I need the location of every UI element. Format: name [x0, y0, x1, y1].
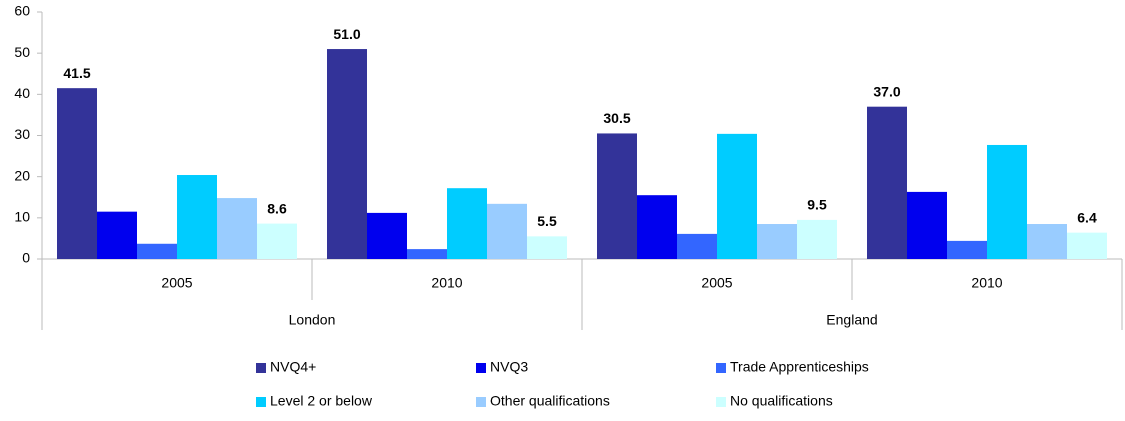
bar: [637, 195, 677, 259]
bar: [367, 212, 407, 259]
bar: [527, 236, 567, 259]
value-label: 5.5: [537, 213, 557, 229]
y-tick-label: 50: [14, 44, 30, 60]
bar: [597, 133, 637, 259]
legend-label: Trade Apprenticeships: [730, 359, 869, 375]
bar: [947, 240, 987, 259]
legend-swatch: [476, 397, 486, 407]
bar: [447, 188, 487, 259]
group-label: London: [289, 312, 336, 328]
value-label: 6.4: [1077, 209, 1097, 225]
bar: [1067, 232, 1107, 259]
value-label: 41.5: [63, 65, 90, 81]
legend-label: No qualifications: [730, 393, 833, 409]
legend-swatch: [476, 363, 486, 373]
bar: [177, 175, 217, 259]
y-tick-label: 20: [14, 167, 30, 183]
bar: [717, 133, 757, 259]
value-label: 9.5: [807, 197, 827, 213]
value-label: 30.5: [603, 110, 630, 126]
bar: [757, 224, 797, 259]
bar: [487, 203, 527, 259]
legend-swatch: [716, 363, 726, 373]
x-tick-label: 2010: [431, 275, 462, 291]
bar: [1027, 224, 1067, 259]
x-tick-label: 2005: [161, 275, 192, 291]
legend-label: Other qualifications: [490, 393, 610, 409]
value-label: 37.0: [873, 83, 900, 99]
bar: [217, 198, 257, 259]
bar: [407, 249, 447, 259]
bar: [797, 219, 837, 259]
bar: [257, 223, 297, 259]
value-label: 51.0: [333, 26, 360, 42]
bar: [677, 233, 717, 259]
bar: [907, 191, 947, 259]
bar: [97, 211, 137, 259]
y-tick-label: 40: [14, 85, 30, 101]
legend-label: NVQ4+: [270, 359, 316, 375]
legend-label: Level 2 or below: [270, 393, 373, 409]
x-tick-label: 2010: [971, 275, 1002, 291]
legend-swatch: [256, 397, 266, 407]
x-tick-label: 2005: [701, 275, 732, 291]
legend-label: NVQ3: [490, 359, 528, 375]
legend-swatch: [256, 363, 266, 373]
bar: [867, 106, 907, 259]
group-label: England: [826, 312, 877, 328]
bar: [987, 144, 1027, 259]
bar: [57, 88, 97, 260]
y-tick-label: 10: [14, 209, 30, 225]
y-tick-label: 30: [14, 126, 30, 142]
bar: [327, 49, 367, 259]
y-tick-label: 60: [14, 3, 30, 19]
value-label: 8.6: [267, 200, 287, 216]
y-tick-label: 0: [22, 250, 30, 266]
legend-swatch: [716, 397, 726, 407]
bar: [137, 243, 177, 259]
